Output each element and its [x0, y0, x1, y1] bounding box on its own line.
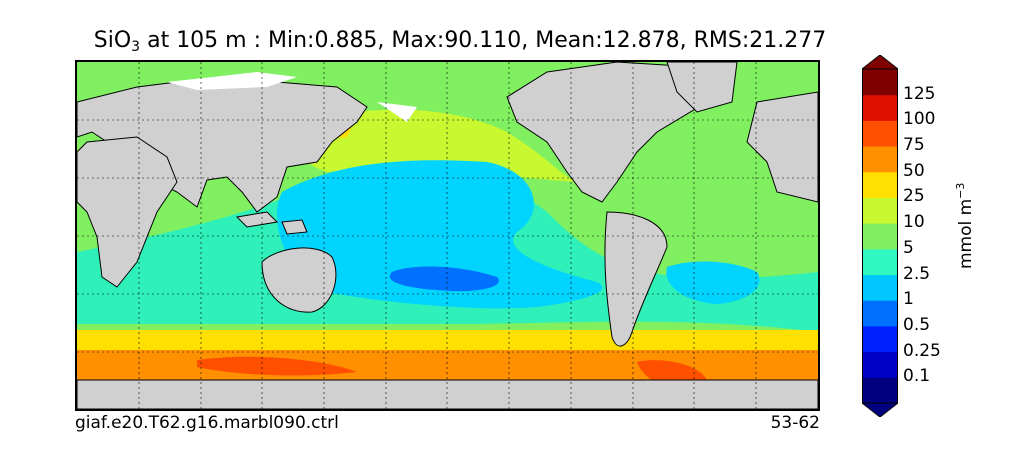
sea-ice	[167, 72, 417, 122]
colorbar-units: mmol m−3	[954, 176, 976, 276]
colorbar-tick-label: 0.25	[903, 340, 941, 361]
lat-lon-grid	[77, 62, 818, 409]
pacific-1-2.5	[277, 160, 603, 309]
colorbar-tick-label: 10	[903, 212, 925, 233]
colorbar-max-extend	[862, 55, 898, 70]
units-exponent: −3	[954, 182, 968, 199]
atlantic-1-2.5	[666, 261, 760, 304]
title-stats: at 105 m : Min:0.885, Max:90.110, Mean:1…	[140, 28, 827, 53]
colorbar-segment	[862, 146, 898, 173]
colorbar-min-extend	[862, 402, 898, 417]
colorbar-segment	[862, 377, 898, 404]
colorbar-tick-label: 100	[903, 109, 936, 130]
title-species-subscript: 3	[131, 39, 141, 55]
map-svg	[77, 62, 818, 409]
band-50-75	[77, 350, 818, 380]
plot-title: SiO3 at 105 m : Min:0.885, Max:90.110, M…	[0, 28, 920, 55]
colorbar-tick-label: 125	[903, 83, 936, 104]
colorbar-tick-label: 50	[903, 160, 925, 181]
years-label: 53-62	[770, 413, 820, 433]
colorbar-segment	[862, 197, 898, 224]
southern-75-100-a	[197, 356, 357, 376]
colorbar-tick-label: 1	[903, 289, 914, 310]
colorbar-segment	[862, 223, 898, 250]
colorbar-segment	[862, 325, 898, 353]
title-species: SiO	[93, 28, 132, 53]
colorbar-segment	[862, 120, 898, 147]
colorbar-frame	[862, 68, 898, 404]
colorbar-segment	[862, 351, 898, 378]
colorbar-tick-label: 75	[903, 135, 925, 156]
colorbar-tick-label: 25	[903, 186, 925, 207]
units-base: mmol m	[955, 198, 976, 270]
colorbar-tick-label: 2.5	[903, 263, 931, 284]
colorbar-tick-label: 0.1	[903, 366, 931, 387]
colorbar-segment	[862, 69, 898, 96]
pacific-0.5-1	[389, 266, 499, 292]
colorbar-segment	[862, 274, 898, 301]
colorbar-segment	[862, 171, 898, 198]
colorbar-segment	[862, 94, 898, 121]
colorbar-segment	[862, 300, 898, 327]
colorbar-segment	[862, 248, 898, 276]
colorbar-tick-label: 0.5	[903, 314, 931, 335]
band-10-25-north	[296, 109, 577, 182]
case-name-label: giaf.e20.T62.g16.marbl090.ctrl	[75, 413, 339, 433]
colorbar	[862, 55, 898, 417]
ocean-map	[75, 60, 820, 411]
colorbar-tick-label: 5	[903, 237, 914, 258]
